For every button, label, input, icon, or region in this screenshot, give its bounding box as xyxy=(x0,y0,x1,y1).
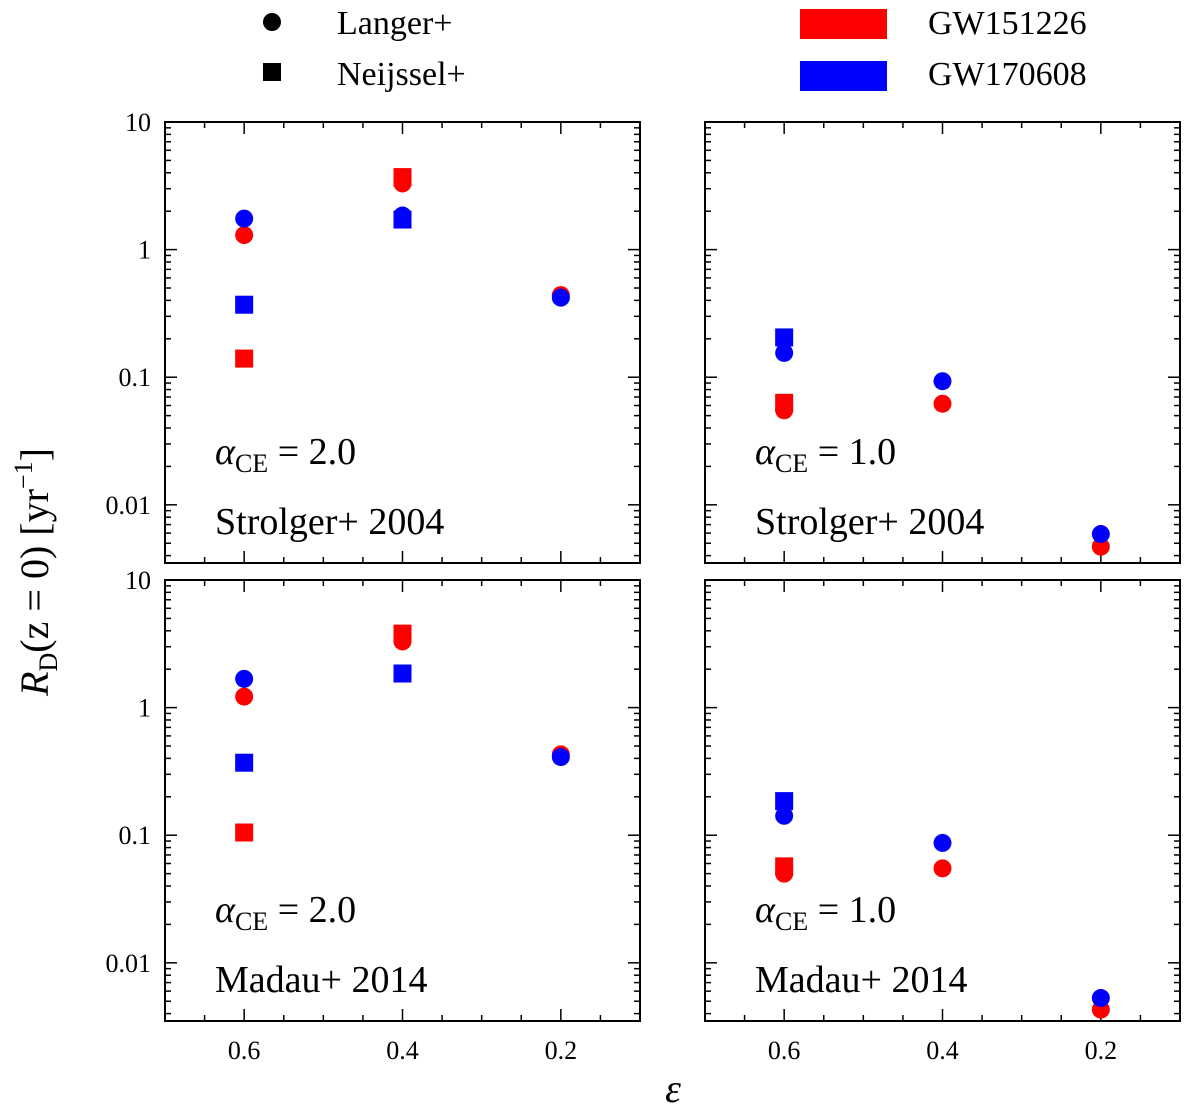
gw170608-neijssel-point xyxy=(235,753,254,772)
panel-4: 0.6 0.4 0.2 αCE = 1.0 Madau+ 2014 xyxy=(704,579,1181,1065)
gw170608-neijssel-point xyxy=(775,328,794,347)
y-tick-label: 0.1 xyxy=(119,821,152,850)
legend: Langer+ Neijssel+ GW151226 GW170608 xyxy=(263,5,1087,93)
gw170608-langer-point xyxy=(235,669,254,688)
x-tick-label: 0.6 xyxy=(228,1036,261,1065)
legend-square-marker xyxy=(263,63,281,81)
panel-1: 0.01 0.1 1 10 αCE = 2.0 Strolger+ 2004 xyxy=(106,108,641,564)
x-tick-label: 0.2 xyxy=(1085,1036,1118,1065)
legend-gw151226-label: GW151226 xyxy=(928,5,1087,42)
legend-neijssel-label: Neijssel+ xyxy=(337,56,466,93)
gw170608-langer-point xyxy=(933,833,952,852)
y-tick-label: 0.01 xyxy=(106,491,152,520)
gw170608-langer-point xyxy=(393,206,412,225)
legend-gw170608-swatch xyxy=(800,61,887,91)
legend-gw170608-label: GW170608 xyxy=(928,56,1087,93)
gw170608-langer-point xyxy=(551,288,570,307)
gw151226-langer-point xyxy=(775,864,794,883)
y-tick-label: 0.01 xyxy=(106,949,152,978)
legend-gw151226-swatch xyxy=(800,9,887,39)
alpha-ce-label: αCE = 1.0 xyxy=(755,889,896,936)
gw170608-langer-point xyxy=(775,343,794,362)
gw151226-langer-point xyxy=(235,687,254,706)
alpha-ce-label: αCE = 2.0 xyxy=(215,889,356,936)
gw151226-langer-point xyxy=(775,401,794,420)
legend-circle-marker xyxy=(263,13,281,31)
gw170608-langer-point xyxy=(933,372,952,391)
gw151226-langer-point xyxy=(393,174,412,193)
legend-langer-label: Langer+ xyxy=(337,5,452,42)
sfr-label: Madau+ 2014 xyxy=(755,959,967,1001)
y-tick-label: 0.1 xyxy=(119,363,152,392)
x-tick-label: 0.4 xyxy=(926,1036,959,1065)
panel-3: 0.01 0.1 1 10 0.6 0.4 0.2 αCE = 2.0 Madau+ 2014 xyxy=(106,566,641,1065)
gw151226-langer-point xyxy=(933,859,952,878)
y-tick-label: 10 xyxy=(125,108,151,137)
sfr-label: Madau+ 2014 xyxy=(215,959,427,1001)
x-tick-label: 0.6 xyxy=(768,1036,801,1065)
gw151226-langer-point xyxy=(235,226,254,245)
alpha-ce-label: αCE = 1.0 xyxy=(755,431,896,478)
gw170608-langer-point xyxy=(551,748,570,767)
gw151226-langer-point xyxy=(1091,537,1110,556)
x-tick-label: 0.4 xyxy=(386,1036,419,1065)
gw151226-neijssel-point xyxy=(235,823,254,842)
sfr-label: Strolger+ 2004 xyxy=(215,501,444,543)
gw151226-langer-point xyxy=(933,394,952,413)
gw170608-langer-point xyxy=(775,806,794,825)
alpha-ce-label: αCE = 2.0 xyxy=(215,431,356,478)
gw170608-neijssel-point xyxy=(393,664,412,683)
y-tick-label: 10 xyxy=(125,566,151,595)
gw170608-langer-point xyxy=(1091,525,1110,544)
gw170608-langer-point xyxy=(1091,989,1110,1008)
sfr-label: Strolger+ 2004 xyxy=(755,501,984,543)
gw151226-neijssel-point xyxy=(235,349,254,368)
gw170608-neijssel-point xyxy=(775,792,794,811)
y-tick-label: 1 xyxy=(138,694,151,723)
gw151226-langer-point xyxy=(393,632,412,651)
gw170608-neijssel-point xyxy=(235,295,254,314)
y-tick-label: 1 xyxy=(138,236,151,265)
x-axis-label: ε xyxy=(665,1066,681,1111)
y-axis-label: RD(z = 0) [yr−1] xyxy=(9,448,63,697)
gw170608-langer-point xyxy=(235,209,254,228)
x-tick-label: 0.2 xyxy=(545,1036,578,1065)
panel-2: αCE = 1.0 Strolger+ 2004 xyxy=(704,121,1181,564)
